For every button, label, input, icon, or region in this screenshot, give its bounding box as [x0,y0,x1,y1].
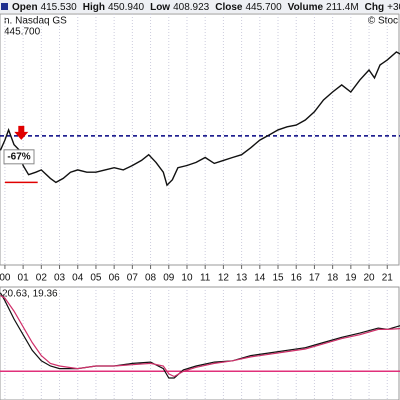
header-value: +30 [387,2,400,13]
header-label: Low [150,2,170,13]
x-tick-label: 21 [382,273,394,284]
price-panel [0,13,400,266]
x-tick-label: 01 [18,273,30,284]
x-tick-label: 03 [54,273,66,284]
header-value: 450.940 [108,2,145,13]
x-tick-label: 07 [127,273,139,284]
x-tick-label: 09 [163,273,175,284]
last-price-label: 445.700 [4,27,41,38]
header-quote: Open 415.530 High 450.940 Low 408.923 Close 445… [12,2,400,13]
header-label: Close [215,2,243,13]
indicator-panel [0,286,400,400]
x-tick-label: 11 [200,273,211,284]
arrow [14,125,29,140]
header-value: 445.700 [245,2,282,13]
x-tick-label: 02 [36,273,48,284]
x-tick-label: 00 [0,273,11,284]
x-tick-label: 10 [181,273,193,284]
x-tick-label: 16 [291,273,303,284]
x-tick-label: 19 [345,273,357,284]
header-label: Volume [288,2,324,13]
header-label: High [83,2,105,13]
header-value: 408.923 [173,2,210,13]
header-value: 211.4M [326,2,359,13]
x-tick-label: 12 [218,273,230,284]
x-tick-label: 05 [90,273,102,284]
annotation-box [3,149,35,165]
x-tick-label: 06 [109,273,121,284]
indicator-label: 20.63, 19.36 [2,289,58,300]
series-line [0,292,400,379]
x-tick-label: 13 [236,273,248,284]
series-line [0,51,400,187]
x-tick-label: 18 [327,273,339,284]
x-tick-label: 15 [272,273,284,284]
source: © Stoc [368,16,398,27]
header-strip [0,0,400,13]
chart-subtitle: n. Nasdaq GS [4,16,67,27]
x-tick-label: 04 [72,273,84,284]
x-tick-label: 17 [309,273,321,284]
annotation: -67% [7,151,30,162]
x-tick-label: 20 [363,273,375,284]
x-tick-label: 14 [254,273,266,284]
series-line [0,294,400,378]
x-tick-label: 08 [145,273,157,284]
header-label: Open [12,2,38,13]
header-icon [1,3,8,10]
header-label: Chg [365,2,384,13]
header-value: 415.530 [41,2,78,13]
